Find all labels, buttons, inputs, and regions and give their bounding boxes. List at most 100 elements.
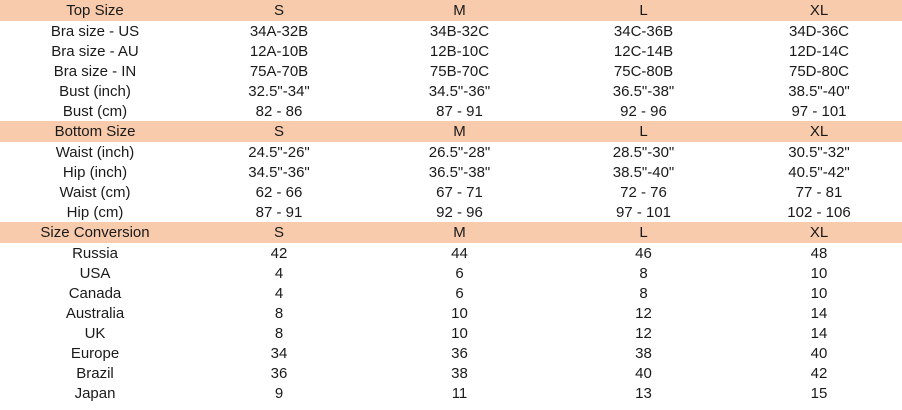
column-header-xl: XL [736, 0, 902, 21]
cell-value: 34B-32C [368, 21, 551, 41]
cell-value: 46 [551, 243, 736, 263]
cell-value: 32.5"-34" [190, 81, 368, 101]
cell-value: 92 - 96 [551, 101, 736, 121]
cell-value: 8 [551, 283, 736, 303]
column-header-xl: XL [736, 222, 902, 243]
cell-value: 44 [368, 243, 551, 263]
cell-value: 102 - 106 [736, 202, 902, 222]
cell-value: 40 [736, 343, 902, 363]
cell-value: 15 [736, 383, 902, 403]
cell-value: 42 [190, 243, 368, 263]
column-header-s: S [190, 222, 368, 243]
section-header-row: Size Conversion S M L XL [0, 222, 902, 243]
table-row: Bust (cm) 82 - 86 87 - 91 92 - 96 97 - 101 [0, 101, 902, 121]
row-label: Bust (inch) [0, 81, 190, 101]
cell-value: 26.5"-28" [368, 142, 551, 162]
column-header-s: S [190, 0, 368, 21]
cell-value: 38 [551, 343, 736, 363]
cell-value: 75D-80C [736, 61, 902, 81]
cell-value: 34.5"-36" [368, 81, 551, 101]
table-row: Brazil 36 38 40 42 [0, 363, 902, 383]
cell-value: 12 [551, 303, 736, 323]
cell-value: 97 - 101 [736, 101, 902, 121]
column-header-m: M [368, 222, 551, 243]
row-label: Waist (cm) [0, 182, 190, 202]
cell-value: 36 [368, 343, 551, 363]
cell-value: 13 [551, 383, 736, 403]
table-row: Bust (inch) 32.5"-34" 34.5"-36" 36.5"-38" 38… [0, 81, 902, 101]
row-label: USA [0, 263, 190, 283]
cell-value: 11 [368, 383, 551, 403]
cell-value: 36.5"-38" [551, 81, 736, 101]
row-label: Bra size - US [0, 21, 190, 41]
cell-value: 40 [551, 363, 736, 383]
cell-value: 12B-10C [368, 41, 551, 61]
column-header-l: L [551, 0, 736, 21]
table-row: UK 8 10 12 14 [0, 323, 902, 343]
cell-value: 10 [736, 283, 902, 303]
table-row: Japan 9 11 13 15 [0, 383, 902, 403]
section-header-label: Bottom Size [0, 121, 190, 142]
cell-value: 77 - 81 [736, 182, 902, 202]
table-row: Hip (inch) 34.5"-36" 36.5"-38" 38.5"-40" 40.… [0, 162, 902, 182]
row-label: Russia [0, 243, 190, 263]
cell-value: 97 - 101 [551, 202, 736, 222]
cell-value: 40.5"-42" [736, 162, 902, 182]
column-header-xl: XL [736, 121, 902, 142]
cell-value: 30.5"-32" [736, 142, 902, 162]
table-row: Bra size - US 34A-32B 34B-32C 34C-36B 34D-36… [0, 21, 902, 41]
section-header-label: Top Size [0, 0, 190, 21]
cell-value: 38 [368, 363, 551, 383]
row-label: UK [0, 323, 190, 343]
row-label: Australia [0, 303, 190, 323]
table-row: Waist (cm) 62 - 66 67 - 71 72 - 76 77 - 81 [0, 182, 902, 202]
cell-value: 42 [736, 363, 902, 383]
column-header-m: M [368, 0, 551, 21]
table-row: USA 4 6 8 10 [0, 263, 902, 283]
table-row: Waist (inch) 24.5"-26" 26.5"-28" 28.5"-30" 3… [0, 142, 902, 162]
cell-value: 75A-70B [190, 61, 368, 81]
cell-value: 34.5"-36" [190, 162, 368, 182]
cell-value: 12C-14B [551, 41, 736, 61]
row-label: Europe [0, 343, 190, 363]
cell-value: 12D-14C [736, 41, 902, 61]
cell-value: 38.5"-40" [736, 81, 902, 101]
cell-value: 75C-80B [551, 61, 736, 81]
cell-value: 34D-36C [736, 21, 902, 41]
cell-value: 8 [551, 263, 736, 283]
cell-value: 4 [190, 283, 368, 303]
cell-value: 8 [190, 323, 368, 343]
cell-value: 10 [736, 263, 902, 283]
row-label: Brazil [0, 363, 190, 383]
cell-value: 87 - 91 [190, 202, 368, 222]
cell-value: 14 [736, 303, 902, 323]
cell-value: 34 [190, 343, 368, 363]
cell-value: 10 [368, 303, 551, 323]
column-header-l: L [551, 121, 736, 142]
table-row: Europe 34 36 38 40 [0, 343, 902, 363]
table-row: Russia 42 44 46 48 [0, 243, 902, 263]
cell-value: 92 - 96 [368, 202, 551, 222]
column-header-l: L [551, 222, 736, 243]
cell-value: 75B-70C [368, 61, 551, 81]
cell-value: 8 [190, 303, 368, 323]
row-label: Bra size - IN [0, 61, 190, 81]
column-header-s: S [190, 121, 368, 142]
table-row: Bra size - AU 12A-10B 12B-10C 12C-14B 12D-14… [0, 41, 902, 61]
cell-value: 24.5"-26" [190, 142, 368, 162]
cell-value: 12A-10B [190, 41, 368, 61]
cell-value: 28.5"-30" [551, 142, 736, 162]
row-label: Bust (cm) [0, 101, 190, 121]
table-row: Hip (cm) 87 - 91 92 - 96 97 - 101 102 - 106 [0, 202, 902, 222]
row-label: Waist (inch) [0, 142, 190, 162]
table-row: Australia 8 10 12 14 [0, 303, 902, 323]
cell-value: 6 [368, 263, 551, 283]
cell-value: 14 [736, 323, 902, 343]
row-label: Canada [0, 283, 190, 303]
cell-value: 4 [190, 263, 368, 283]
section-header-row: Top Size S M L XL [0, 0, 902, 21]
column-header-m: M [368, 121, 551, 142]
cell-value: 48 [736, 243, 902, 263]
